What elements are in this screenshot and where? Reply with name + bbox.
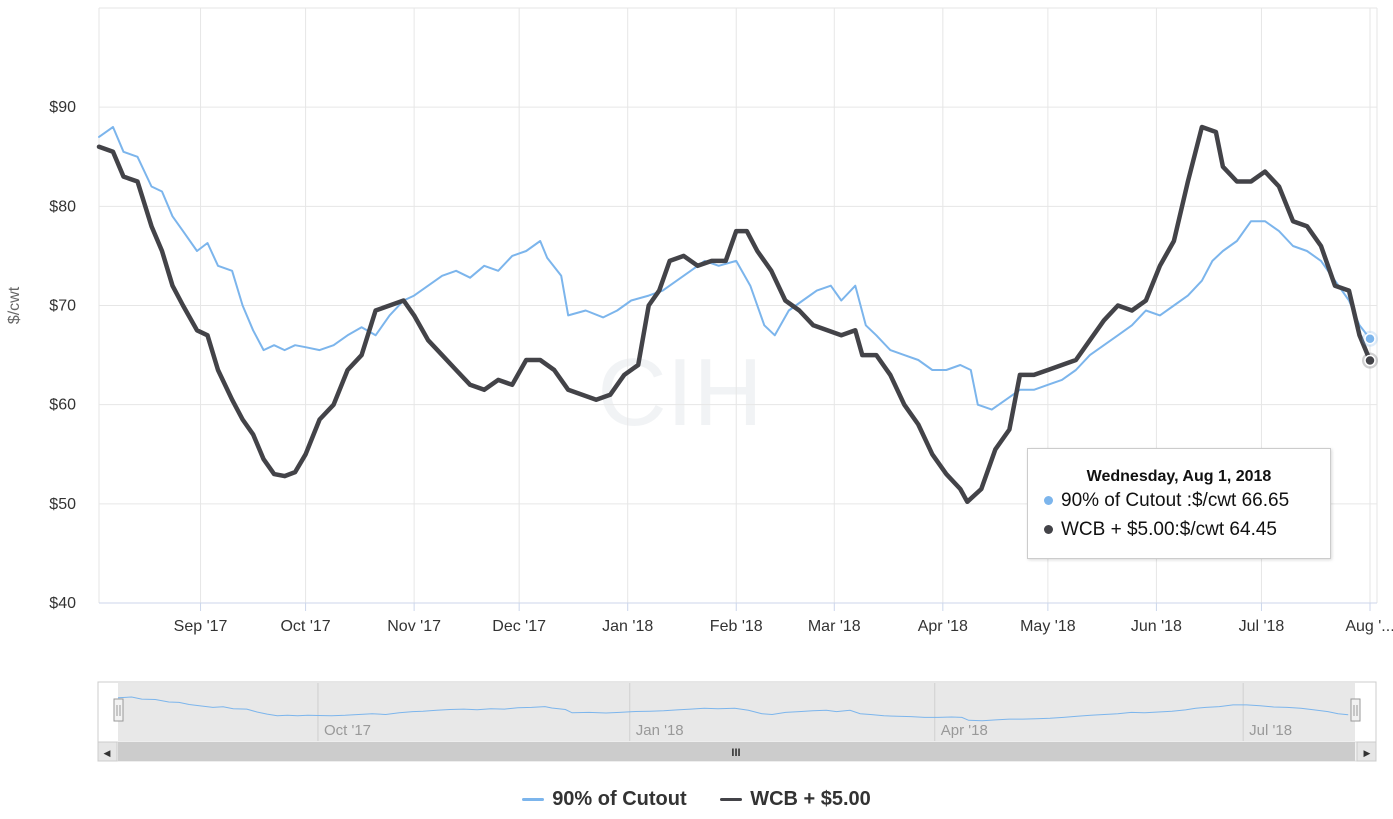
hover-marker[interactable] — [1364, 332, 1376, 345]
tooltip-row-cutout: 90% of Cutout :$/cwt 66.65 — [1044, 490, 1289, 512]
scrollbar-grip-icon: III — [731, 747, 740, 759]
x-tick-label: Mar '18 — [808, 618, 861, 635]
y-tick-label: $80 — [49, 198, 76, 215]
y-tick-label: $70 — [49, 298, 76, 315]
legend-item-cutout[interactable]: 90% of Cutout — [522, 788, 687, 811]
x-tick-label: May '18 — [1020, 618, 1076, 635]
navigator-selected-range[interactable] — [118, 683, 1355, 741]
y-tick-label: $60 — [49, 397, 76, 414]
watermark: CIH — [597, 339, 762, 446]
x-tick-label: Jun '18 — [1131, 618, 1182, 635]
legend-item-wcb[interactable]: WCB + $5.00 — [720, 788, 871, 811]
series[interactable] — [96, 124, 1378, 505]
legend: 90% of Cutout WCB + $5.00 — [0, 784, 1393, 811]
x-tick-label: Oct '17 — [280, 618, 330, 635]
tooltip-row-text: 90% of Cutout :$/cwt 66.65 — [1061, 490, 1290, 511]
navigator-label: Apr '18 — [941, 722, 988, 739]
y-axis-title: $/cwt — [6, 286, 23, 324]
tooltip-date: Wednesday, Aug 1, 2018 — [1086, 468, 1272, 485]
x-tick-label: Aug '... — [1345, 618, 1393, 635]
x-tick-label: Sep '17 — [174, 618, 228, 635]
scrollbar-thumb[interactable] — [118, 742, 1355, 761]
navigator-series-line — [117, 696, 1349, 722]
y-tick-label: $40 — [49, 595, 76, 612]
navigator-label: Jan '18 — [636, 722, 684, 739]
navigator-label: Oct '17 — [324, 722, 371, 739]
x-tick-label: Jul '18 — [1239, 618, 1285, 635]
scrollbar-left-button[interactable] — [97, 741, 118, 762]
x-tick-label: Nov '17 — [387, 618, 441, 635]
navigator-label: Jul '18 — [1249, 722, 1292, 739]
series-line-wcb[interactable] — [96, 124, 1373, 505]
tooltip-dot-icon — [1044, 525, 1053, 535]
grid — [98, 7, 1378, 604]
navigator-right-handle[interactable] — [1350, 698, 1361, 722]
x-tick-label: Jan '18 — [602, 618, 653, 635]
y-tick-label: $90 — [49, 99, 76, 116]
series-line-cutout[interactable] — [98, 126, 1371, 411]
x-tick-label: Dec '17 — [492, 618, 546, 635]
y-tick-label: $50 — [49, 496, 76, 513]
tooltip: Wednesday, Aug 1, 2018 90% of Cutout :$/… — [1027, 448, 1331, 559]
arrow-left-icon: ◀ — [104, 748, 111, 758]
navigator-left-handle[interactable] — [113, 698, 124, 722]
navigator[interactable]: Oct '17 Jan '18 Apr '18 Jul '18 III ◀ ▶ — [97, 681, 1377, 762]
legend-label: 90% of Cutout — [552, 788, 687, 810]
tooltip-row-text: WCB + $5.00:$/cwt 64.45 — [1061, 519, 1277, 540]
legend-label: WCB + $5.00 — [750, 788, 871, 810]
watermark-text: CIH — [597, 339, 762, 446]
legend-line-icon — [720, 798, 743, 801]
arrow-right-icon: ▶ — [1364, 748, 1371, 758]
tooltip-dot-icon — [1044, 496, 1053, 506]
x-tick-label: Apr '18 — [918, 618, 968, 635]
legend-line-icon — [522, 798, 545, 801]
tooltip-row-wcb: WCB + $5.00:$/cwt 64.45 — [1044, 519, 1277, 541]
scrollbar-right-button[interactable] — [1356, 741, 1377, 762]
x-tick-label: Feb '18 — [710, 618, 763, 635]
axes: $90 $80 $70 $60 $50 $40 Sep '17 Oct '17 Nov '17 D… — [6, 99, 1393, 635]
hover-marker[interactable] — [1364, 354, 1376, 367]
